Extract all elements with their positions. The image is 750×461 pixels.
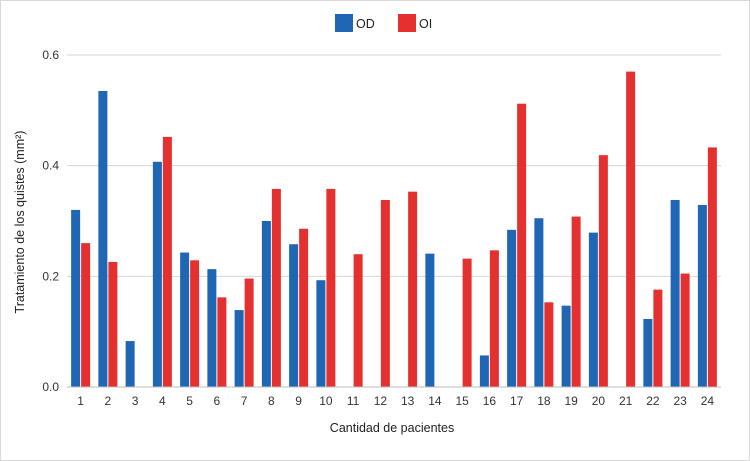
bar-oi-6 bbox=[217, 297, 227, 387]
bar-od-19 bbox=[561, 305, 571, 387]
bar-od-8 bbox=[261, 221, 271, 387]
y-tick-label: 0.6 bbox=[42, 48, 59, 62]
x-tick-label: 23 bbox=[673, 394, 687, 408]
bar-oi-22 bbox=[653, 289, 663, 387]
x-tick-label: 16 bbox=[483, 394, 497, 408]
bar-oi-21 bbox=[626, 71, 636, 387]
legend-swatch-oi bbox=[398, 14, 416, 32]
gridlines bbox=[67, 54, 721, 277]
x-tick-label: 14 bbox=[428, 394, 442, 408]
x-tick-label: 20 bbox=[592, 394, 606, 408]
bar-od-24 bbox=[697, 204, 707, 387]
legend-swatch-od bbox=[335, 14, 353, 32]
bar-oi-2 bbox=[108, 261, 118, 387]
bar-od-3 bbox=[125, 341, 135, 387]
x-tick-label: 5 bbox=[186, 394, 193, 408]
x-tick-label: 13 bbox=[401, 394, 415, 408]
bar-od-9 bbox=[289, 244, 299, 387]
x-tick-label: 12 bbox=[374, 394, 388, 408]
bar-od-7 bbox=[234, 310, 244, 387]
y-tick-labels: 0.0 0.2 0.4 0.6 bbox=[42, 48, 59, 394]
x-tick-label: 1 bbox=[77, 394, 84, 408]
bar-oi-10 bbox=[326, 188, 336, 387]
x-tick-label: 4 bbox=[159, 394, 166, 408]
bar-od-16 bbox=[479, 355, 489, 387]
bar-od-6 bbox=[207, 269, 217, 387]
bar-oi-13 bbox=[408, 191, 418, 387]
bar-od-20 bbox=[588, 232, 598, 387]
bar-oi-11 bbox=[353, 254, 363, 387]
x-tick-label: 17 bbox=[510, 394, 524, 408]
bar-oi-7 bbox=[244, 278, 254, 387]
legend: OD OI bbox=[335, 14, 432, 32]
x-tick-label: 9 bbox=[295, 394, 302, 408]
bar-od-14 bbox=[425, 253, 435, 387]
bar-od-10 bbox=[316, 280, 326, 387]
x-tick-label: 2 bbox=[105, 394, 112, 408]
legend-label-oi: OI bbox=[419, 17, 432, 31]
bar-od-4 bbox=[152, 161, 162, 387]
bar-oi-5 bbox=[190, 260, 200, 387]
x-tick-label: 24 bbox=[701, 394, 715, 408]
x-tick-label: 18 bbox=[537, 394, 551, 408]
bar-od-2 bbox=[98, 90, 108, 387]
y-tick-label: 0.0 bbox=[42, 380, 59, 394]
bar-oi-1 bbox=[81, 243, 91, 387]
x-axis-title: Cantidad de pacientes bbox=[330, 421, 454, 435]
x-tick-label: 22 bbox=[646, 394, 660, 408]
x-tick-label: 6 bbox=[214, 394, 221, 408]
y-axis-title: Tratamiento de los quistes (mm²) bbox=[13, 131, 27, 314]
bar-oi-9 bbox=[299, 228, 309, 387]
bar-od-22 bbox=[643, 318, 653, 387]
bar-oi-20 bbox=[598, 155, 608, 387]
bar-oi-23 bbox=[680, 273, 690, 387]
x-tick-label: 15 bbox=[455, 394, 469, 408]
x-tick-label: 21 bbox=[619, 394, 633, 408]
bar-od-23 bbox=[670, 199, 680, 387]
bar-oi-4 bbox=[162, 136, 172, 387]
x-tick-label: 7 bbox=[241, 394, 248, 408]
x-tick-label: 3 bbox=[132, 394, 139, 408]
bar-oi-8 bbox=[271, 188, 281, 387]
bar-od-18 bbox=[534, 218, 544, 387]
bars bbox=[71, 71, 717, 388]
bar-od-1 bbox=[71, 209, 81, 387]
bar-od-17 bbox=[507, 229, 517, 387]
x-tick-label: 19 bbox=[564, 394, 578, 408]
bar-oi-24 bbox=[707, 147, 717, 387]
bar-oi-16 bbox=[489, 250, 499, 387]
y-tick-label: 0.4 bbox=[42, 159, 59, 173]
bar-oi-15 bbox=[462, 258, 472, 387]
bar-oi-12 bbox=[380, 199, 390, 387]
bar-oi-18 bbox=[544, 302, 554, 387]
bar-od-5 bbox=[180, 252, 190, 387]
bar-oi-17 bbox=[517, 103, 527, 388]
x-tick-labels: 1 2 3 4 5 6 7 8 9 10 11 12 13 14 15 16 17 18 19 20 21 22 23 24 bbox=[77, 394, 714, 408]
x-tick-label: 10 bbox=[319, 394, 333, 408]
bar-oi-19 bbox=[571, 216, 581, 387]
y-tick-label: 0.2 bbox=[42, 269, 59, 283]
legend-label-od: OD bbox=[356, 17, 375, 31]
x-tick-label: 8 bbox=[268, 394, 275, 408]
x-tick-label: 11 bbox=[347, 394, 360, 408]
